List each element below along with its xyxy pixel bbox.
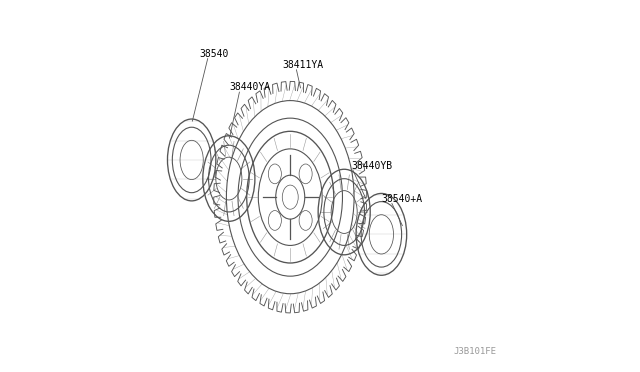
Text: 38440YA: 38440YA [229, 83, 270, 92]
Text: 38440YB: 38440YB [351, 161, 393, 170]
Text: 38540+A: 38540+A [381, 194, 422, 204]
Text: 38540: 38540 [199, 49, 228, 59]
Text: 38411YA: 38411YA [283, 60, 324, 70]
Text: J3B101FE: J3B101FE [454, 347, 497, 356]
